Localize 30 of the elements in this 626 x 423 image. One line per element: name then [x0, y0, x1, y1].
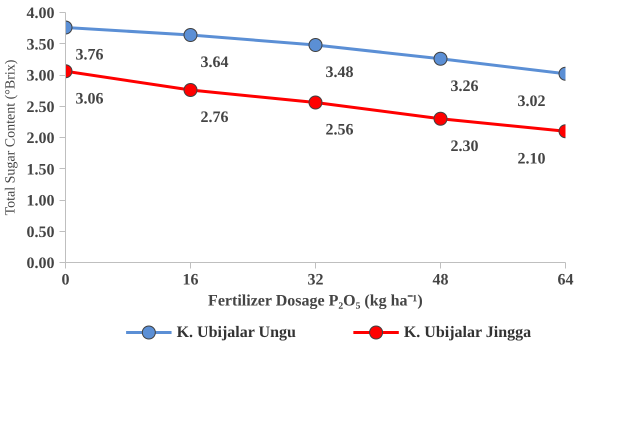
- x-tick-label: 48: [432, 272, 448, 288]
- data-label: 3.26: [450, 78, 478, 95]
- data-label: 3.76: [76, 46, 104, 64]
- data-label: 2.30: [450, 138, 478, 155]
- data-label: 3.64: [200, 54, 228, 71]
- data-label: 2.76: [200, 109, 228, 126]
- y-tick-label: 0.50: [26, 224, 54, 241]
- data-label: 3.06: [76, 90, 104, 108]
- y-tick-label: 1.50: [26, 161, 54, 178]
- y-tick-label: 1.00: [26, 192, 54, 210]
- y-tick-label: 2.50: [26, 98, 54, 116]
- y-tick-label: 0.00: [26, 255, 54, 272]
- data-label: 3.02: [518, 92, 546, 110]
- y-axis-title: Total Sugar Content (°Brix): [4, 59, 18, 216]
- legend-label: K. Ubijalar Jingga: [404, 324, 532, 341]
- data-label: 3.48: [326, 64, 354, 81]
- x-axis-title: Fertilizer Dosage P₂O₅ (kg ha⁻¹): [208, 292, 423, 310]
- x-tick-label: 32: [308, 272, 324, 288]
- y-tick-label: 4.00: [26, 5, 54, 22]
- y-tick-label: 3.50: [26, 36, 54, 54]
- y-tick-label: 3.00: [26, 68, 54, 84]
- x-tick-label: 64: [558, 272, 574, 288]
- point: [308, 96, 322, 110]
- x-tick-label: 16: [182, 272, 198, 288]
- legend-label: K. Ubijalar Ungu: [176, 324, 296, 341]
- x-tick-label: 0: [62, 272, 70, 288]
- data-label: 2.56: [326, 122, 354, 138]
- point: [308, 38, 322, 52]
- y-tick-label: 2.00: [26, 130, 54, 147]
- data-label: 2.10: [518, 150, 546, 168]
